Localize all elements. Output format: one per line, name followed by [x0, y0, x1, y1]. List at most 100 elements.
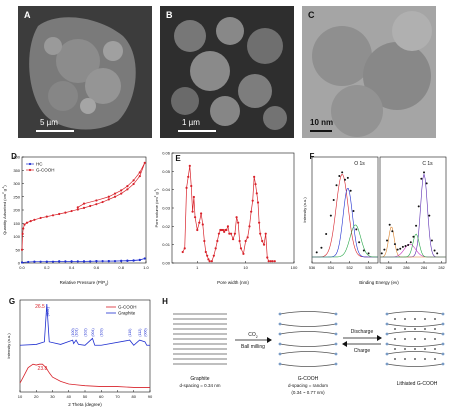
- x-tick-label-f-0: 530: [365, 266, 371, 270]
- data-point-d-1: [39, 216, 42, 220]
- lithiated-li-ion: [424, 328, 426, 330]
- sem-image-b: B 1 µm: [160, 6, 294, 138]
- data-point-d-1: [20, 248, 24, 251]
- data-point-f-0: [329, 214, 332, 217]
- data-point-e: [250, 210, 253, 213]
- lithiated-li-ion: [404, 358, 406, 360]
- lithiated-li-ion: [434, 318, 436, 320]
- x-tick-label-f-1: 286: [403, 266, 409, 270]
- y-tick-label-d: 50: [16, 247, 21, 252]
- x-tick-label-d: 1.0: [143, 265, 149, 270]
- lithiated-li-ion: [414, 338, 416, 340]
- lithiated-cooh-group: [385, 342, 389, 346]
- data-point-e: [235, 216, 238, 219]
- lithiated-li-ion: [434, 348, 436, 350]
- x-tick-label-g: 50: [83, 394, 88, 399]
- lithiated-sheet: [386, 331, 444, 335]
- data-point-e: [261, 239, 264, 243]
- data-point-f-0: [358, 241, 361, 244]
- lithiated-li-ion: [394, 318, 396, 320]
- data-point-d-1: [58, 212, 61, 216]
- data-point-d-1: [143, 161, 146, 164]
- data-point-e: [192, 195, 195, 199]
- gcooh-cooh-group: [334, 362, 338, 366]
- data-point-e: [187, 175, 190, 178]
- legend-marker-d: [28, 162, 32, 166]
- data-point-d-0: [45, 260, 48, 263]
- data-point-d-0: [82, 260, 86, 263]
- lithiated-cooh-group: [441, 332, 445, 336]
- data-point-d-0: [51, 260, 55, 263]
- x-axis-label-d: Relative Pressure (P/P0): [60, 280, 109, 287]
- data-point-f-1: [417, 205, 420, 208]
- gcooh-sheet: [279, 331, 337, 335]
- plot-frame-f-0: [311, 156, 379, 264]
- x-tick-label-f-0: 536: [309, 266, 315, 270]
- data-point-e: [214, 247, 217, 250]
- scale-bar-a: [36, 130, 74, 132]
- data-point-e: [206, 254, 209, 257]
- data-point-e: [251, 199, 254, 202]
- y-tick-label-d: 200: [13, 208, 20, 213]
- lithiated-cooh-group: [441, 342, 445, 346]
- data-point-d-1: [23, 223, 26, 226]
- x-tick-label-d: 0.6: [94, 265, 100, 270]
- data-point-e: [264, 232, 267, 235]
- legend-label-g: G-COOH: [118, 305, 137, 310]
- chart-f: F 536 534 532 530 O 1s 288 286 284 282 C 1s Binding…: [302, 152, 447, 285]
- data-point-f-1: [396, 248, 399, 251]
- peak-label-g-hkl: (103): [100, 328, 104, 336]
- x-tick-label-g: 40: [67, 394, 72, 399]
- data-point-e: [237, 221, 240, 224]
- gcooh-sheet: [279, 343, 337, 347]
- lithiated-cooh-group: [385, 352, 389, 356]
- gcooh-cooh-group: [278, 342, 282, 346]
- lithiated-li-ion: [424, 318, 426, 320]
- graphite-label: Graphite: [190, 376, 209, 382]
- data-point-d-1: [70, 209, 73, 213]
- graphite-spacing-label: d-spacing = 0.34 nm: [180, 383, 221, 388]
- data-point-e: [267, 260, 270, 263]
- data-point-f-0: [346, 176, 349, 179]
- data-point-d-0: [113, 260, 117, 263]
- data-point-d-0: [126, 259, 129, 262]
- data-point-e: [188, 164, 191, 167]
- data-point-f-1: [425, 182, 428, 185]
- data-point-d-0: [33, 260, 36, 263]
- y-tick-label-e: 0.04: [162, 187, 171, 192]
- data-point-f-1: [404, 244, 407, 247]
- panel-label-a: A: [24, 10, 31, 20]
- lithiated-label: Lithiated G-COOH: [397, 381, 438, 387]
- peak-label-g-hkl: (004): [91, 328, 95, 336]
- lithiated-sheet: [386, 363, 444, 367]
- data-point-e: [242, 252, 245, 255]
- tem-texture-c: [302, 6, 436, 138]
- x-tick-label-f-1: 282: [438, 266, 444, 270]
- data-point-f-1: [428, 214, 431, 217]
- scale-label-a: 5 µm: [40, 118, 58, 127]
- data-point-e: [181, 250, 184, 254]
- data-point-d-0: [138, 258, 141, 261]
- x-tick-label-d: 0.8: [118, 265, 124, 270]
- gcooh-label: G-COOH: [298, 376, 319, 382]
- x-tick-label-d: 0.4: [69, 265, 75, 270]
- data-point-d-0: [89, 260, 92, 263]
- data-point-f-1: [420, 177, 423, 180]
- data-point-e: [262, 243, 266, 246]
- x-tick-label-e: 10: [243, 265, 248, 270]
- fit-curve-f-c4: [380, 233, 446, 258]
- gcooh-cooh-group: [278, 352, 282, 356]
- data-point-e: [225, 228, 228, 232]
- data-point-e: [244, 239, 247, 243]
- arrowhead-ball-milling: [267, 337, 272, 343]
- peak-label-g-002: (002): [45, 306, 50, 316]
- data-point-f-1: [391, 230, 394, 233]
- data-point-d-1: [126, 185, 129, 188]
- peak-label-g-hkl: (006): [143, 328, 147, 336]
- data-point-e: [221, 228, 225, 232]
- data-point-d-1: [33, 218, 36, 221]
- lithiated-sheet: [386, 311, 444, 315]
- scale-label-b: 1 µm: [182, 118, 200, 127]
- data-point-f-0: [344, 178, 346, 181]
- data-point-d-0: [143, 257, 146, 260]
